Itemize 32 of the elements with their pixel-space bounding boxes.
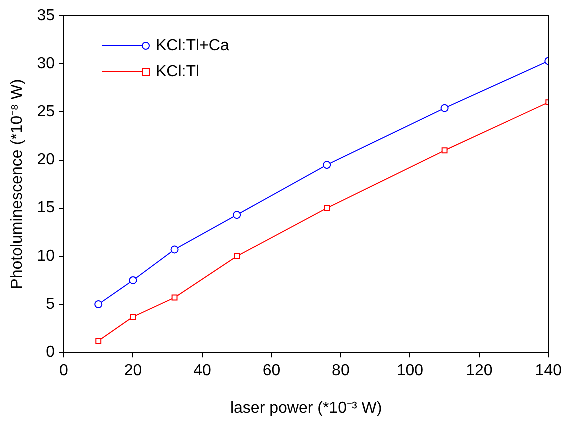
x-tick-label: 40 [194,362,212,380]
point [96,338,102,344]
x-tick-label: 120 [466,362,493,380]
legend-label: KCl:Tl+Ca [156,37,230,54]
point [130,314,136,320]
y-tick-label: 5 [46,296,56,313]
point [94,300,103,309]
x-axis-title: laser power (*10⁻³ W) [230,400,382,417]
y-axis-title: Photoluminescence (*10⁻⁸ W) [9,79,26,290]
y-tick-label: 35 [37,7,56,24]
point [234,253,240,260]
x-tick-label: 80 [332,362,350,380]
x-tick-label: 140 [535,362,562,380]
x-tick-label: 100 [396,362,424,380]
y-tick-label: 10 [37,248,56,265]
point [440,104,449,112]
legend-label: KCl:Tl [156,63,200,80]
point [323,161,332,170]
point [442,148,448,154]
point [129,276,138,284]
point [233,211,242,220]
y-tick-label: 30 [37,55,56,72]
point [170,246,179,254]
point [324,205,330,212]
x-tick-label: 0 [60,362,69,380]
y-tick-label: 25 [37,104,56,121]
x-tick-label: 60 [262,362,281,380]
point [172,294,178,301]
y-tick-label: 20 [37,152,56,169]
x-tick-label: 20 [124,362,142,380]
y-tick-label: 15 [37,200,56,217]
y-tick-label: 0 [46,344,56,362]
